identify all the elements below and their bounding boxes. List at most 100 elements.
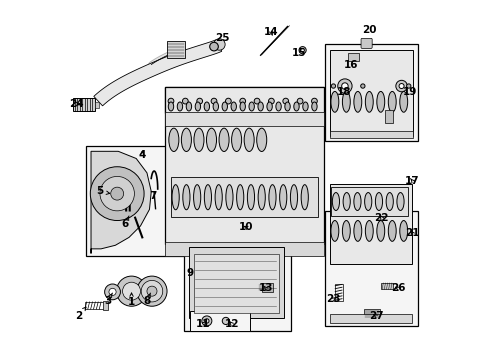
Text: 2: 2 xyxy=(75,307,86,320)
Circle shape xyxy=(104,284,120,300)
Circle shape xyxy=(109,288,116,296)
Bar xyxy=(183,242,290,331)
Ellipse shape xyxy=(258,102,263,111)
Text: 11: 11 xyxy=(196,319,210,329)
Text: 23: 23 xyxy=(325,294,340,304)
Text: 19: 19 xyxy=(402,87,417,97)
Ellipse shape xyxy=(290,185,297,210)
Text: 6: 6 xyxy=(122,216,129,229)
Bar xyxy=(164,87,324,244)
Polygon shape xyxy=(91,151,151,253)
Bar xyxy=(330,187,407,216)
Text: 15: 15 xyxy=(291,48,305,58)
Ellipse shape xyxy=(353,193,360,211)
Text: 18: 18 xyxy=(336,87,351,97)
Circle shape xyxy=(330,84,335,88)
Bar xyxy=(85,302,104,309)
Text: 12: 12 xyxy=(224,319,239,329)
Ellipse shape xyxy=(343,193,349,211)
Ellipse shape xyxy=(375,193,382,211)
Bar xyxy=(188,247,284,318)
Text: 8: 8 xyxy=(143,293,150,306)
Polygon shape xyxy=(94,40,222,106)
Circle shape xyxy=(298,46,305,54)
Ellipse shape xyxy=(396,193,403,211)
Circle shape xyxy=(213,39,224,50)
Text: 14: 14 xyxy=(264,27,278,37)
Ellipse shape xyxy=(168,102,173,111)
Text: 26: 26 xyxy=(390,283,405,293)
Bar xyxy=(329,184,411,264)
Bar xyxy=(334,284,342,301)
Circle shape xyxy=(168,98,174,104)
Bar xyxy=(190,311,250,330)
Circle shape xyxy=(254,98,260,104)
Text: 5: 5 xyxy=(96,186,109,197)
Circle shape xyxy=(297,98,303,104)
Circle shape xyxy=(110,187,123,200)
Ellipse shape xyxy=(258,185,265,210)
Ellipse shape xyxy=(203,102,209,111)
Ellipse shape xyxy=(193,185,201,210)
Ellipse shape xyxy=(181,128,191,152)
Text: 7: 7 xyxy=(149,191,157,201)
Ellipse shape xyxy=(365,221,372,241)
Text: 1: 1 xyxy=(128,293,135,307)
Text: 27: 27 xyxy=(368,311,383,321)
Ellipse shape xyxy=(275,102,281,111)
Circle shape xyxy=(147,286,157,296)
Text: 22: 22 xyxy=(373,213,388,222)
Bar xyxy=(329,50,412,136)
Ellipse shape xyxy=(213,102,218,111)
Bar xyxy=(193,254,278,314)
Text: 16: 16 xyxy=(344,60,358,70)
Bar xyxy=(363,309,379,319)
Circle shape xyxy=(209,42,218,51)
Bar xyxy=(164,242,324,256)
Text: 9: 9 xyxy=(186,267,193,278)
Text: 21: 21 xyxy=(404,228,419,238)
Ellipse shape xyxy=(364,193,371,211)
Ellipse shape xyxy=(399,221,407,241)
Bar xyxy=(164,112,324,126)
Circle shape xyxy=(360,84,364,88)
Text: 17: 17 xyxy=(404,176,419,186)
Bar xyxy=(348,53,358,61)
Ellipse shape xyxy=(177,102,182,111)
Ellipse shape xyxy=(204,185,211,210)
Circle shape xyxy=(222,318,229,324)
Circle shape xyxy=(202,316,211,326)
Ellipse shape xyxy=(353,91,361,112)
Ellipse shape xyxy=(194,128,203,152)
Bar xyxy=(381,283,392,289)
Ellipse shape xyxy=(353,221,361,241)
Circle shape xyxy=(100,176,134,211)
Ellipse shape xyxy=(266,102,272,111)
Bar xyxy=(102,301,108,310)
Bar xyxy=(329,315,411,323)
Circle shape xyxy=(395,80,407,92)
Ellipse shape xyxy=(219,128,228,152)
Ellipse shape xyxy=(186,102,191,111)
Ellipse shape xyxy=(302,102,307,111)
Text: 10: 10 xyxy=(239,222,253,232)
FancyBboxPatch shape xyxy=(360,39,371,48)
Circle shape xyxy=(311,98,317,104)
Circle shape xyxy=(116,276,146,306)
Ellipse shape xyxy=(330,91,338,112)
Ellipse shape xyxy=(399,91,407,112)
Text: 4: 4 xyxy=(138,150,146,160)
Ellipse shape xyxy=(244,128,254,152)
Bar xyxy=(171,177,317,217)
Text: 24: 24 xyxy=(69,99,84,109)
Ellipse shape xyxy=(268,185,276,210)
Circle shape xyxy=(211,98,217,104)
Text: 20: 20 xyxy=(361,25,376,35)
Circle shape xyxy=(406,84,410,88)
Ellipse shape xyxy=(230,102,236,111)
Circle shape xyxy=(282,98,288,104)
Ellipse shape xyxy=(387,221,395,241)
Bar xyxy=(325,44,418,141)
Ellipse shape xyxy=(301,185,308,210)
Ellipse shape xyxy=(236,185,244,210)
